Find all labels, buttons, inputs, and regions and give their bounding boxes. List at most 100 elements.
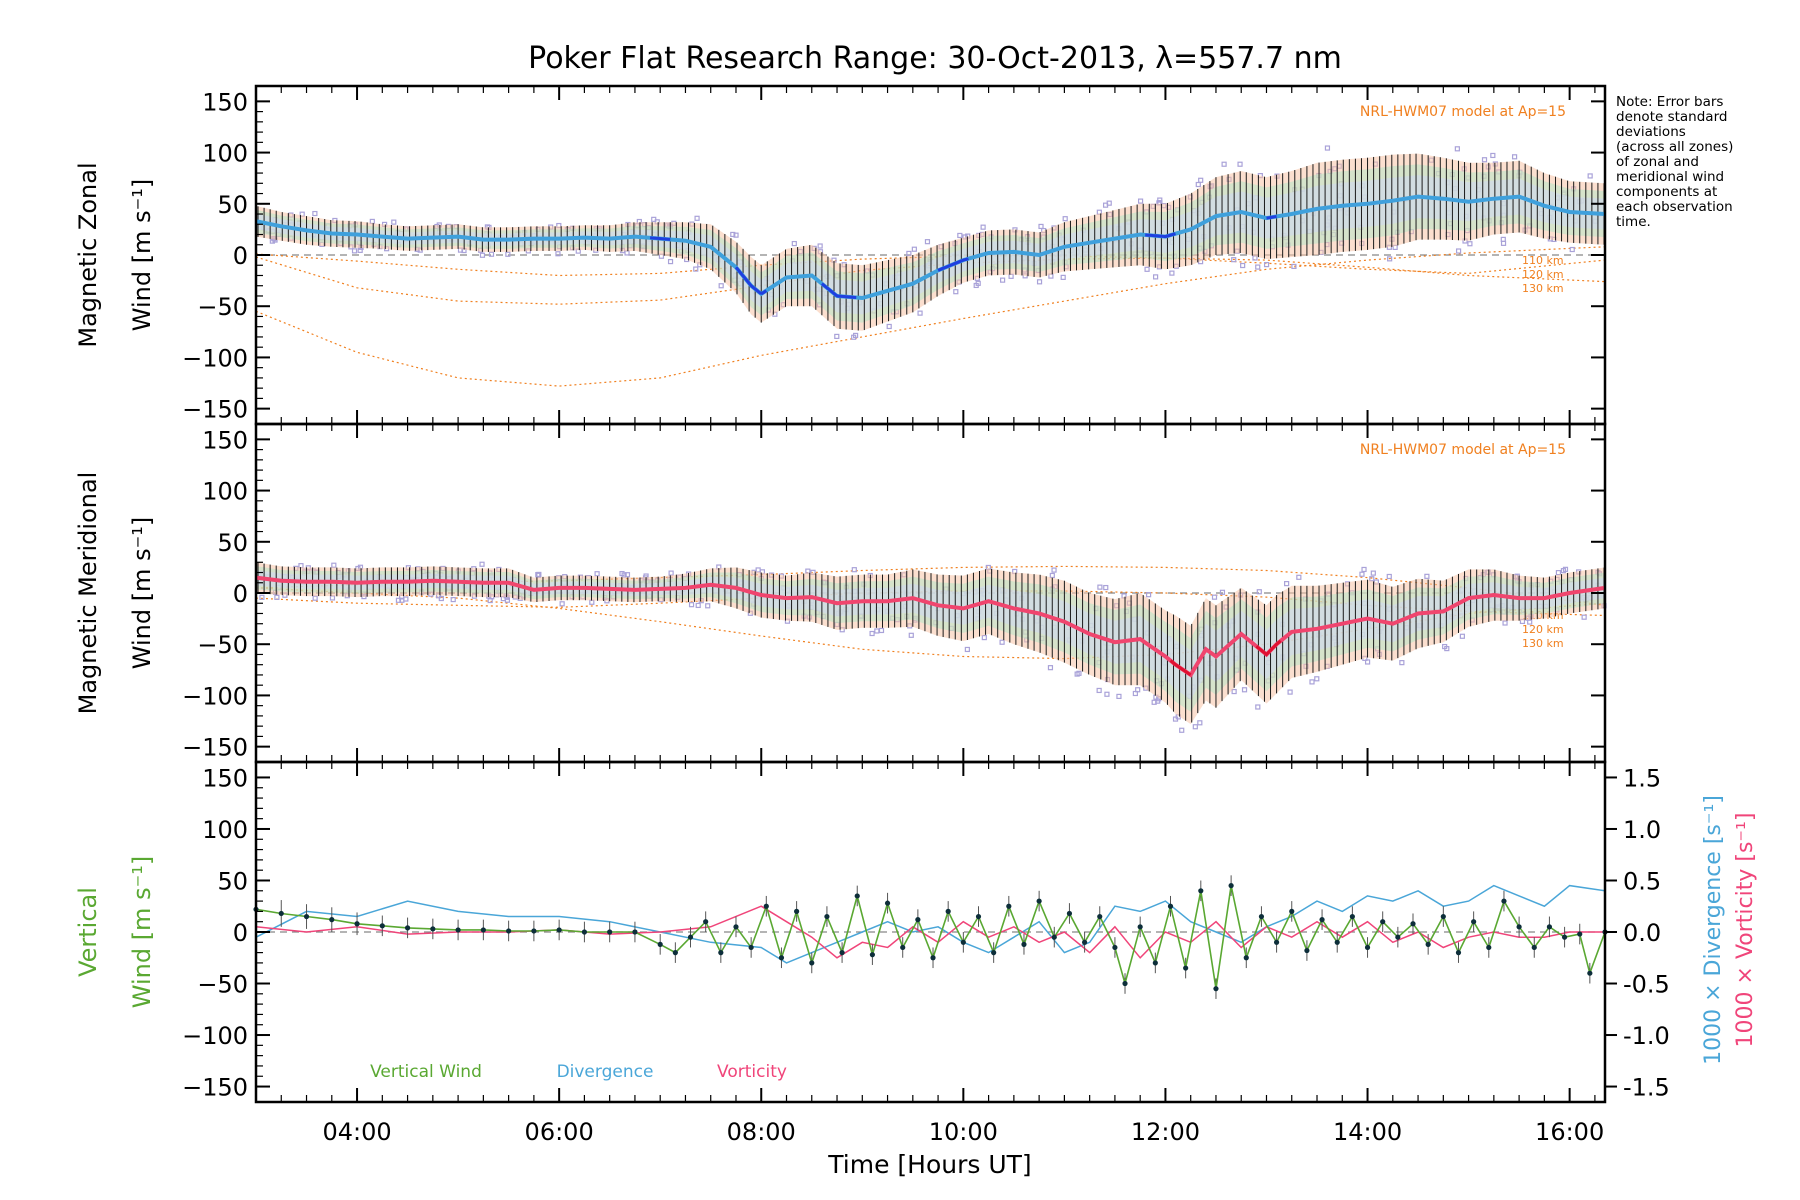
vertical-wind-point [1228,883,1234,889]
zone-sample-point [668,570,674,576]
vertical-wind-point [379,923,385,929]
zone-sample-point [718,283,724,289]
note-line: denote standard [1616,109,1728,125]
zone-sample-point [1240,262,1246,269]
vertical-wind-points [253,883,1608,992]
zone-sample-point [479,252,486,258]
legend-divergence: Divergence [557,1062,654,1082]
x-tick-label: 16:00 [1535,1118,1604,1146]
vertical-wind-point [672,950,678,956]
zone-sample-point [1179,727,1185,733]
note-line: meridional wind [1616,169,1725,185]
y-axis-label: Vertical [74,887,102,977]
zone-sample-point [1252,255,1258,261]
zone-sample-point [1314,676,1320,682]
zone-sample-point [1062,216,1068,222]
zone-sample-point [395,597,402,603]
zone-sample-point [1255,264,1261,270]
vertical-wind-point [1440,913,1446,920]
zone-sample-point [312,595,318,601]
vertical-wind-point [884,900,891,906]
zone-sample-point [479,561,485,567]
zone-sample-point [621,572,627,578]
zone-sample-point [1459,633,1465,639]
vertical-wind-point [1304,947,1310,954]
vertical-wind-point [1319,917,1325,923]
vertical-wind-point [1243,955,1249,961]
vertical-wind-point [329,917,335,923]
vertical-wind-point [1531,944,1537,951]
y-tick-label: 0 [233,580,248,608]
vertical-wind-point [809,960,815,966]
vertical-wind-point [657,941,663,947]
vertical-wind-point [455,927,461,933]
zone-sample-point [908,632,914,638]
vertical-wind-point [556,927,562,933]
zone-sample-point [1198,177,1204,183]
vertical-wind-point [733,924,739,930]
x-tick-label: 06:00 [525,1118,594,1146]
x-tick-label: 10:00 [929,1118,998,1146]
zone-sample-point [1511,154,1518,160]
vertical-wind-point [1066,910,1073,917]
zone-sample-point [1527,619,1533,625]
vertical-wind-point [1258,913,1265,920]
zone-sample-point [1296,574,1302,580]
y-tick-label: −150 [182,734,248,762]
zone-sample-point [1581,614,1587,620]
zone-sample-point [1587,173,1593,179]
zone-sample-point [1195,181,1201,188]
zonal-highlight-segment [1145,232,1176,239]
zone-sample-point [817,243,823,249]
vertical-wind-point [1455,950,1462,956]
zone-sample-point [693,266,699,272]
zone-sample-point [1219,589,1226,595]
zone-sample-point [1359,571,1365,577]
zonal-highlight-segment [820,282,857,299]
y2-label-vorticity: 1000 × Vorticity [s⁻¹] [1733,813,1758,1048]
y2-tick-label: 1.0 [1623,816,1661,844]
vertical-wind-point [718,950,724,956]
legend-vorticity: Vorticity [717,1062,787,1082]
vertical-wind-point [1516,924,1522,930]
vertical-wind-point [794,908,800,914]
zone-sample-point [911,246,917,252]
y-tick-label: 150 [202,426,248,454]
y-tick-label: 100 [202,478,248,506]
note-line: time. [1616,214,1651,230]
model-label: NRL-HWM07 model at Ap=15 [1360,104,1566,120]
zone-sample-point [589,599,595,605]
y2-tick-label: -1.5 [1623,1074,1670,1102]
zone-sample-point [874,628,880,634]
zone-sample-point [555,251,561,257]
zone-sample-point [1324,145,1331,151]
zone-sample-point [1560,568,1567,574]
vertical-wind-point [278,910,284,917]
vertical-wind-point [1051,934,1057,940]
zone-sample-point [1569,246,1575,253]
zone-sample-point [1455,248,1462,254]
vertical-wind-point [404,925,411,931]
zone-sample-point [624,250,630,256]
y2-tick-label: 1.5 [1623,764,1661,792]
y-axis-label: Magnetic Zonal [74,162,102,347]
zone-sample-point [505,251,511,257]
zone-sample-point [487,597,493,604]
zone-sample-point [1454,146,1460,152]
zone-sample-point [1103,584,1109,591]
vertical-wind-point [1546,924,1553,930]
zone-sample-point [917,310,923,316]
x-tick-label: 12:00 [1131,1118,1200,1146]
zone-sample-point [1555,570,1562,576]
vertical-wind-point [1577,931,1583,937]
zone-sample-point [1500,236,1506,242]
zone-sample-point [488,251,495,257]
zone-sample-point [329,595,336,601]
y-tick-label: 50 [217,867,248,895]
y-tick-label: 0 [233,242,248,270]
note-line: deviations [1616,124,1686,140]
zone-sample-point [906,250,912,257]
vertical-wind-point [1486,944,1492,951]
